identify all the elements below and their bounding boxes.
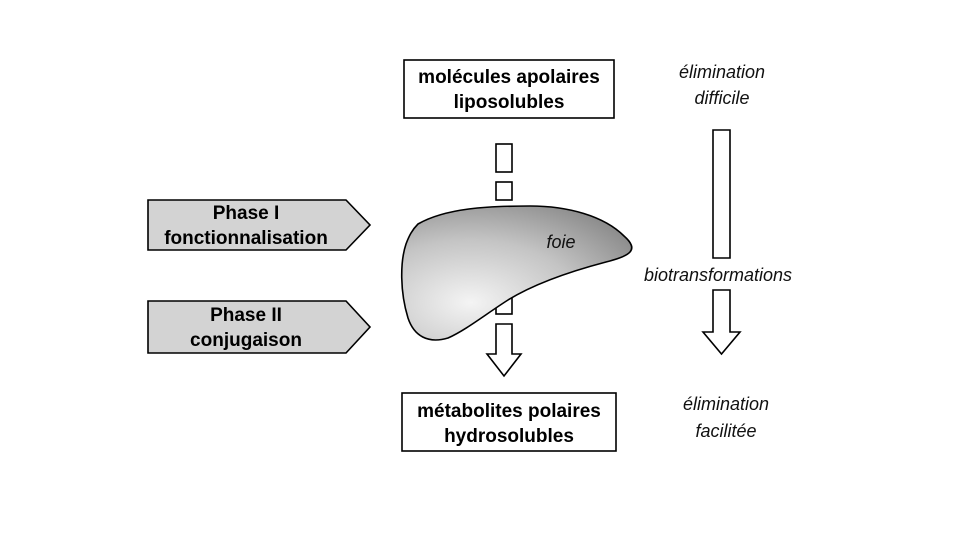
phase-2-subtitle: conjugaison xyxy=(190,330,302,351)
output-metabolites-line1: métabolites polaires xyxy=(417,401,601,422)
phase-1-arrow: Phase I fonctionnalisation xyxy=(147,199,372,251)
output-metabolites-line2: hydrosolubles xyxy=(444,426,574,447)
elimination-difficult-line2: difficile xyxy=(694,88,749,108)
dash-segment-1 xyxy=(495,143,513,173)
elimination-difficult-line1: élimination xyxy=(679,62,765,82)
dash-segment-2 xyxy=(495,181,513,201)
biotransformations-label: biotransformations xyxy=(644,265,792,285)
biotransformation-arrow-lower xyxy=(701,289,742,356)
elimination-facilitated-line2: facilitée xyxy=(695,421,756,441)
input-molecules-line2: liposolubles xyxy=(454,92,565,113)
phase-1-title: Phase I xyxy=(213,203,280,224)
label-background xyxy=(626,259,810,289)
liver-label: foie xyxy=(546,232,575,252)
down-arrow-head xyxy=(485,323,523,378)
phase-1-subtitle: fonctionnalisation xyxy=(164,228,328,249)
liver-shape: foie xyxy=(400,205,633,341)
elimination-column: élimination difficile biotransformations… xyxy=(626,62,810,441)
input-molecules-box: molécules apolaires liposolubles xyxy=(403,59,615,119)
phase-2-arrow: Phase II conjugaison xyxy=(147,300,372,354)
input-molecules-line1: molécules apolaires xyxy=(418,67,600,88)
output-metabolites-box: métabolites polaires hydrosolubles xyxy=(401,392,617,452)
phase-2-title: Phase II xyxy=(210,305,282,326)
biotransformation-arrow-shaft-top xyxy=(712,129,731,259)
elimination-facilitated-line1: élimination xyxy=(683,394,769,414)
